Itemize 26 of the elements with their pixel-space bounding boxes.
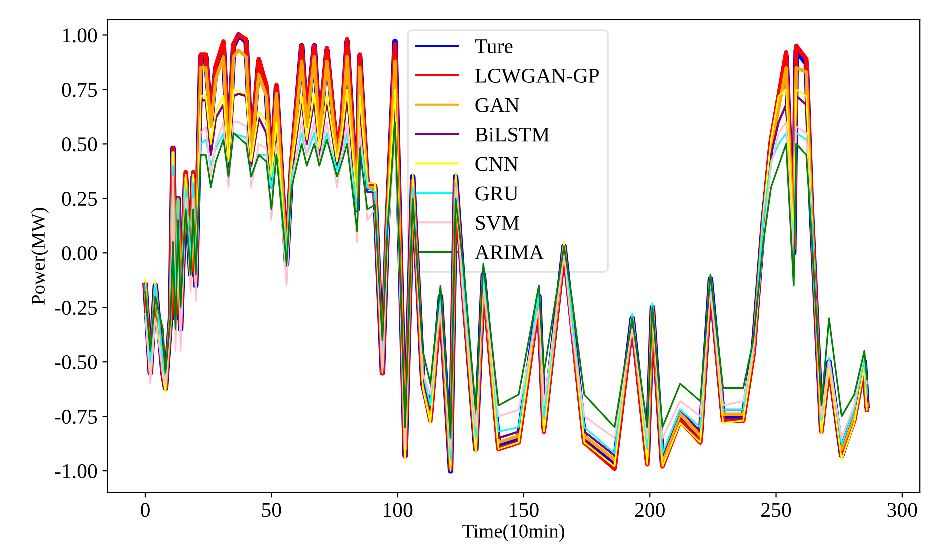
x-tick-label: 150 — [510, 503, 539, 518]
legend-label: Ture — [475, 40, 513, 54]
legend-label: ARIMA — [475, 246, 544, 260]
legend-label: LCWGAN-GP — [475, 68, 600, 84]
y-tick-label: 0.75 — [62, 83, 98, 98]
y-tick-label: -0.50 — [55, 355, 98, 370]
legend-label: GRU — [476, 186, 518, 201]
y-tick-label: 1.00 — [63, 28, 98, 43]
x-tick-label: 300 — [888, 503, 918, 518]
legend-label: CNN — [476, 157, 518, 172]
y-tick-label: 0.25 — [62, 192, 98, 206]
y-axis-title: Power(MW) — [31, 208, 49, 305]
x-axis-title: Time(10min) — [462, 524, 565, 542]
y-tick-label: -1.00 — [55, 464, 98, 479]
y-tick-label: -0.25 — [55, 300, 98, 316]
x-tick-label: 0 — [141, 503, 150, 518]
y-tick-label: -0.75 — [55, 410, 98, 424]
y-tick-label: 0.50 — [62, 138, 98, 152]
x-tick-label: 250 — [762, 503, 792, 518]
legend-label: GAN — [476, 98, 520, 112]
y-tick-label: 0.00 — [62, 246, 98, 261]
x-tick-label: 200 — [635, 503, 665, 518]
legend-label: SVM — [476, 216, 520, 230]
x-tick-label: 50 — [262, 503, 282, 518]
x-tick-label: 100 — [384, 503, 413, 518]
legend-label: BiLSTM — [475, 128, 550, 142]
